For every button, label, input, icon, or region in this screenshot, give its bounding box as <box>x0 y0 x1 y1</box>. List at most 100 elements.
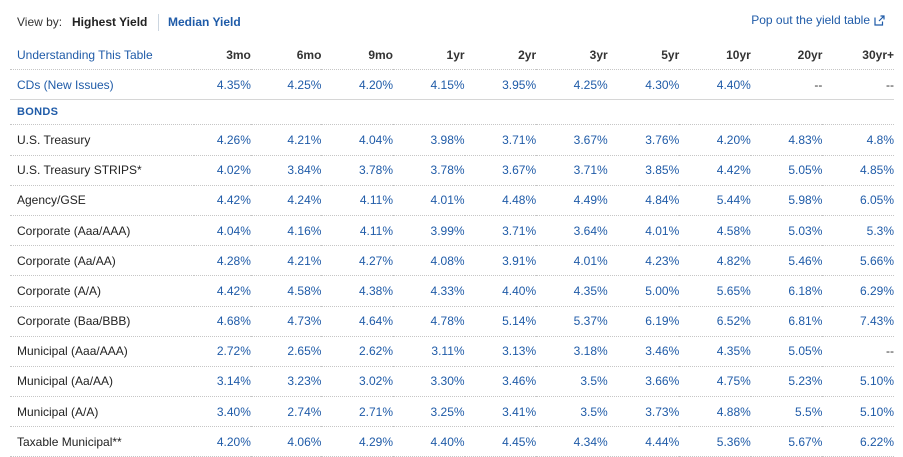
yield-cell[interactable]: 4.40% <box>679 69 751 101</box>
yield-cell[interactable]: 4.21% <box>250 245 322 277</box>
yield-cell[interactable]: 4.04% <box>194 215 251 247</box>
yield-cell[interactable]: 3.5% <box>536 366 608 398</box>
yield-cell[interactable]: 3.30% <box>393 366 465 398</box>
yield-cell[interactable]: 4.20% <box>194 426 251 457</box>
yield-cell[interactable]: 3.95% <box>464 69 537 101</box>
yield-cell[interactable]: 4.40% <box>393 426 465 457</box>
yield-cell[interactable]: 3.78% <box>321 155 393 186</box>
yield-cell[interactable]: 4.49% <box>536 185 608 216</box>
yield-cell[interactable]: 3.76% <box>607 124 680 156</box>
yield-cell[interactable]: 4.04% <box>321 124 393 156</box>
yield-cell[interactable]: 4.30% <box>607 69 680 101</box>
yield-cell[interactable]: 4.20% <box>679 124 751 156</box>
yield-cell[interactable]: 5.14% <box>464 306 537 337</box>
yield-cell[interactable]: 4.35% <box>194 69 251 101</box>
yield-cell[interactable]: 4.45% <box>464 426 537 457</box>
yield-cell[interactable]: 3.91% <box>464 245 537 277</box>
yield-cell[interactable]: 3.40% <box>194 396 251 428</box>
yield-cell[interactable]: 3.14% <box>194 366 251 398</box>
yield-cell[interactable]: 3.67% <box>464 155 537 186</box>
yield-cell[interactable]: 7.43% <box>822 306 894 337</box>
yield-cell[interactable]: 4.24% <box>250 185 322 216</box>
yield-cell[interactable]: 4.16% <box>250 215 322 247</box>
yield-cell[interactable]: 3.84% <box>250 155 322 186</box>
yield-cell[interactable]: 5.5% <box>750 396 823 428</box>
yield-cell[interactable]: 3.78% <box>393 155 465 186</box>
yield-cell[interactable]: 6.18% <box>750 275 823 307</box>
yield-cell[interactable]: 3.13% <box>464 336 537 367</box>
yield-cell[interactable]: 3.41% <box>464 396 537 428</box>
yield-cell[interactable]: 4.42% <box>679 155 751 186</box>
yield-cell[interactable]: 4.58% <box>250 275 322 307</box>
yield-cell[interactable]: 5.65% <box>679 275 751 307</box>
yield-cell[interactable]: 4.33% <box>393 275 465 307</box>
yield-cell[interactable]: 4.02% <box>194 155 251 186</box>
yield-cell[interactable]: 4.38% <box>321 275 393 307</box>
yield-cell[interactable]: 3.98% <box>393 124 465 156</box>
yield-cell[interactable]: 4.82% <box>679 245 751 277</box>
yield-cell[interactable]: 4.28% <box>194 245 251 277</box>
yield-cell[interactable]: 4.27% <box>321 245 393 277</box>
understanding-table-link[interactable]: Understanding This Table <box>10 40 195 71</box>
yield-cell[interactable]: 3.71% <box>464 124 537 156</box>
yield-cell[interactable]: 5.05% <box>750 155 823 186</box>
yield-cell[interactable]: 4.34% <box>536 426 608 457</box>
yield-cell[interactable]: 3.85% <box>607 155 680 186</box>
yield-cell[interactable]: 3.46% <box>607 336 680 367</box>
yield-cell[interactable]: 4.26% <box>194 124 251 156</box>
yield-cell[interactable]: 5.66% <box>822 245 894 277</box>
yield-cell[interactable]: 4.8% <box>822 124 894 156</box>
yield-cell[interactable]: 2.71% <box>321 396 393 428</box>
yield-cell[interactable]: 2.62% <box>321 336 393 367</box>
yield-cell[interactable]: 5.10% <box>822 396 894 428</box>
yield-cell[interactable]: 6.52% <box>679 306 751 337</box>
yield-cell[interactable]: 4.29% <box>321 426 393 457</box>
yield-cell[interactable]: 6.19% <box>607 306 680 337</box>
yield-cell[interactable]: 3.99% <box>393 215 465 247</box>
yield-cell[interactable]: 4.40% <box>464 275 537 307</box>
yield-cell[interactable]: 5.03% <box>750 215 823 247</box>
yield-cell[interactable]: 5.37% <box>536 306 608 337</box>
yield-cell[interactable]: 3.23% <box>250 366 322 398</box>
yield-cell[interactable]: 4.88% <box>679 396 751 428</box>
yield-cell[interactable]: 5.05% <box>750 336 823 367</box>
yield-cell[interactable]: 4.58% <box>679 215 751 247</box>
yield-cell[interactable]: 5.44% <box>679 185 751 216</box>
yield-cell[interactable]: 3.67% <box>536 124 608 156</box>
yield-cell[interactable]: 3.71% <box>464 215 537 247</box>
yield-cell[interactable]: 5.46% <box>750 245 823 277</box>
yield-cell[interactable]: 4.84% <box>607 185 680 216</box>
yield-cell[interactable]: 4.25% <box>536 69 608 101</box>
yield-cell[interactable]: 4.83% <box>750 124 823 156</box>
yield-cell[interactable]: 5.00% <box>607 275 680 307</box>
yield-cell[interactable]: 4.44% <box>607 426 680 457</box>
yield-cell[interactable]: 4.78% <box>393 306 465 337</box>
yield-cell[interactable]: 4.64% <box>321 306 393 337</box>
yield-cell[interactable]: 6.05% <box>822 185 894 216</box>
yield-cell[interactable]: 4.01% <box>536 245 608 277</box>
yield-cell[interactable]: 4.15% <box>393 69 465 101</box>
yield-cell[interactable]: 5.10% <box>822 366 894 398</box>
median-yield-option[interactable]: Median Yield <box>168 15 241 29</box>
yield-cell[interactable]: 4.42% <box>194 185 251 216</box>
yield-cell[interactable]: 5.67% <box>750 426 823 457</box>
yield-cell[interactable]: 6.81% <box>750 306 823 337</box>
yield-cell[interactable]: 4.11% <box>321 185 393 216</box>
yield-cell[interactable]: 6.29% <box>822 275 894 307</box>
yield-cell[interactable]: 3.02% <box>321 366 393 398</box>
yield-cell[interactable]: 4.23% <box>607 245 680 277</box>
yield-cell[interactable]: 4.75% <box>679 366 751 398</box>
yield-cell[interactable]: 3.5% <box>536 396 608 428</box>
yield-cell[interactable]: 5.23% <box>750 366 823 398</box>
yield-cell[interactable]: 5.3% <box>822 215 894 247</box>
yield-cell[interactable]: 6.22% <box>822 426 894 457</box>
yield-cell[interactable]: 4.73% <box>250 306 322 337</box>
yield-cell[interactable]: 4.35% <box>536 275 608 307</box>
yield-cell[interactable]: 4.08% <box>393 245 465 277</box>
yield-cell[interactable]: 4.21% <box>250 124 322 156</box>
yield-cell[interactable]: 2.65% <box>250 336 322 367</box>
yield-cell[interactable]: 3.46% <box>464 366 537 398</box>
yield-cell[interactable]: 4.06% <box>250 426 322 457</box>
yield-cell[interactable]: 4.01% <box>607 215 680 247</box>
yield-cell[interactable]: 3.71% <box>536 155 608 186</box>
